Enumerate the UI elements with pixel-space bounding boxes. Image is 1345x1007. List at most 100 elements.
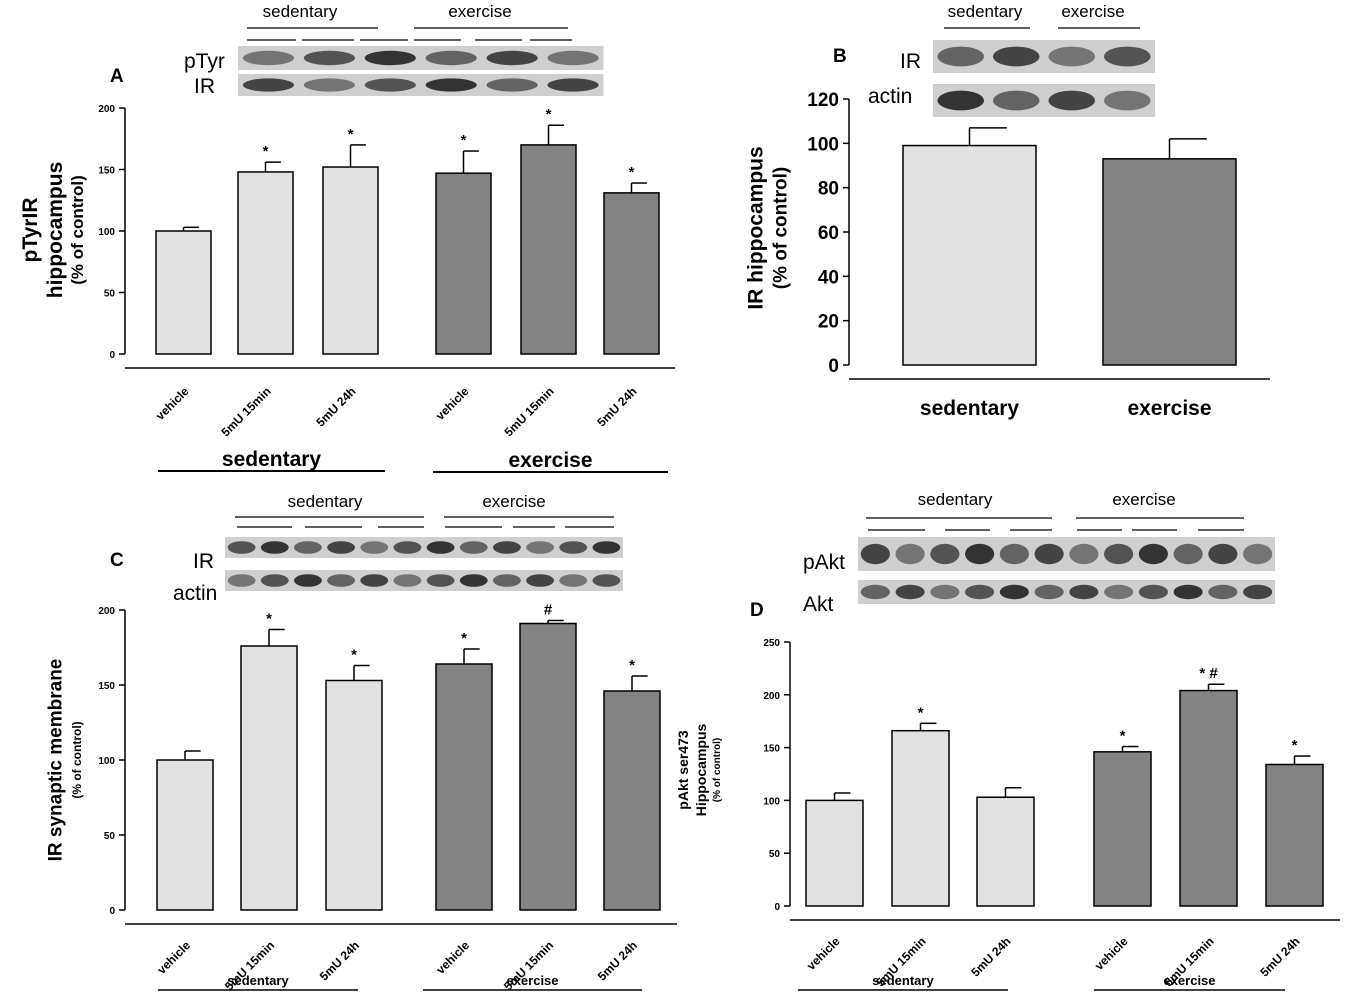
- x-tick-label: vehicle: [433, 384, 472, 423]
- blot-band: [242, 78, 295, 92]
- blot-label-actin: actin: [868, 85, 912, 108]
- x-tick-label: exercise: [1127, 397, 1211, 420]
- y-tick-label: 40: [818, 267, 839, 288]
- blot-band: [393, 541, 422, 554]
- panel-letter: A: [110, 66, 124, 87]
- x-tick-label: vehicle: [1092, 934, 1131, 973]
- blot-band: [1243, 584, 1273, 600]
- x-tick-label: 5mU 24h: [1257, 934, 1302, 979]
- y-axis-label: IR synaptic membrane (% of control): [46, 659, 85, 862]
- blot-header-exercise: exercise: [1112, 490, 1175, 509]
- blot-band: [992, 46, 1040, 67]
- panel-letter: C: [110, 550, 124, 571]
- blot-band: [360, 541, 389, 554]
- blot-label-actin: actin: [173, 582, 217, 605]
- blot-band: [1069, 543, 1099, 565]
- blot-band: [459, 541, 488, 554]
- blot-band: [860, 543, 890, 565]
- y-axis-label-line: IR synaptic membrane: [46, 659, 67, 862]
- y-axis-label: IR hippocampus (% of control): [745, 146, 792, 309]
- blot-strip: [858, 580, 1275, 604]
- blot-band: [1104, 584, 1134, 600]
- y-tick-label: 0: [828, 356, 839, 377]
- significance-marker: *: [266, 611, 272, 628]
- y-axis-label-line: pTyrIR: [19, 198, 42, 263]
- x-tick-label: 5mU 24h: [317, 938, 362, 983]
- blot-band: [930, 584, 960, 600]
- bar-exercise: [603, 690, 661, 911]
- significance-marker: #: [544, 602, 553, 619]
- blot-band: [1104, 543, 1134, 565]
- blot-band: [486, 78, 538, 92]
- blot-label-ir: IR: [193, 550, 214, 573]
- blot-band: [1048, 46, 1096, 67]
- western-blot: [238, 46, 604, 96]
- blot-band: [547, 78, 599, 92]
- group-label-exercise: exercise: [508, 449, 592, 472]
- blot-band: [965, 584, 995, 600]
- blot-band: [1138, 584, 1168, 600]
- blot-band: [426, 574, 455, 587]
- blot-band: [592, 574, 621, 587]
- y-tick-label: 0: [774, 902, 780, 913]
- y-tick-label: 0: [109, 350, 115, 361]
- significance-marker: *: [263, 143, 269, 160]
- y-tick-label: 50: [769, 849, 781, 860]
- blot-band: [360, 574, 389, 587]
- group-label-sedentary: sedentary: [872, 973, 934, 988]
- blot-band: [293, 574, 322, 587]
- bar-sedentary: [805, 799, 864, 907]
- bar-exercise: [1179, 689, 1238, 907]
- bar-exercise: [1265, 763, 1324, 907]
- blot-band: [965, 543, 995, 565]
- blot-band: [1034, 543, 1064, 565]
- blot-header-sedentary: sedentary: [918, 490, 993, 509]
- y-tick-label: 100: [763, 796, 780, 807]
- x-tick-label: sedentary: [920, 397, 1020, 420]
- x-tick-label: vehicle: [433, 938, 472, 977]
- group-label-exercise: exercise: [506, 973, 558, 988]
- bar-exercise: [1102, 158, 1237, 366]
- blot-band: [260, 574, 289, 587]
- blot-band: [242, 50, 295, 66]
- blot-band: [227, 574, 256, 587]
- y-tick-label: 100: [807, 134, 839, 155]
- blot-band: [293, 541, 322, 554]
- y-tick-label: 50: [104, 831, 116, 842]
- y-axis-label: pAkt ser473 Hippocampus (% of control): [675, 724, 723, 817]
- y-tick-label: 80: [818, 179, 839, 200]
- blot-header-sedentary: sedentary: [263, 2, 338, 21]
- y-axis-label-line: (% of control): [712, 738, 723, 802]
- blot-band: [425, 78, 477, 92]
- blot-band: [327, 574, 356, 587]
- significance-marker: *: [351, 647, 357, 664]
- blot-band: [1034, 584, 1064, 600]
- blot-band: [992, 90, 1040, 111]
- y-tick-label: 250: [763, 638, 780, 649]
- blot-band: [1103, 46, 1151, 67]
- group-label-sedentary: sedentary: [222, 448, 322, 471]
- blot-band: [895, 543, 925, 565]
- bar-sedentary: [237, 171, 294, 355]
- blot-strip: [225, 570, 623, 591]
- blot-strip: [858, 537, 1275, 571]
- x-tick-label: 5mU 24h: [595, 938, 640, 983]
- blot-band: [1173, 543, 1203, 565]
- bar-exercise: [1093, 751, 1152, 907]
- x-tick-label: vehicle: [154, 938, 193, 977]
- y-tick-label: 150: [98, 166, 115, 177]
- panel-c: C IR actin sedentary exercise 0 50 100 150 200 IR …: [46, 492, 677, 993]
- blot-band: [486, 50, 538, 66]
- significance-marker: *: [348, 126, 354, 143]
- significance-marker: *: [629, 164, 635, 181]
- blot-band: [1243, 543, 1273, 565]
- blot-strip: [238, 46, 604, 70]
- blot-label-akt: Akt: [803, 593, 834, 616]
- blot-band: [459, 574, 488, 587]
- y-axis-label-line: (% of control): [771, 167, 792, 289]
- blot-header-exercise: exercise: [448, 2, 511, 21]
- y-tick-label: 100: [98, 756, 115, 767]
- bar-sedentary: [156, 759, 214, 911]
- bar-exercise: [520, 144, 577, 355]
- bar-exercise: [435, 663, 493, 911]
